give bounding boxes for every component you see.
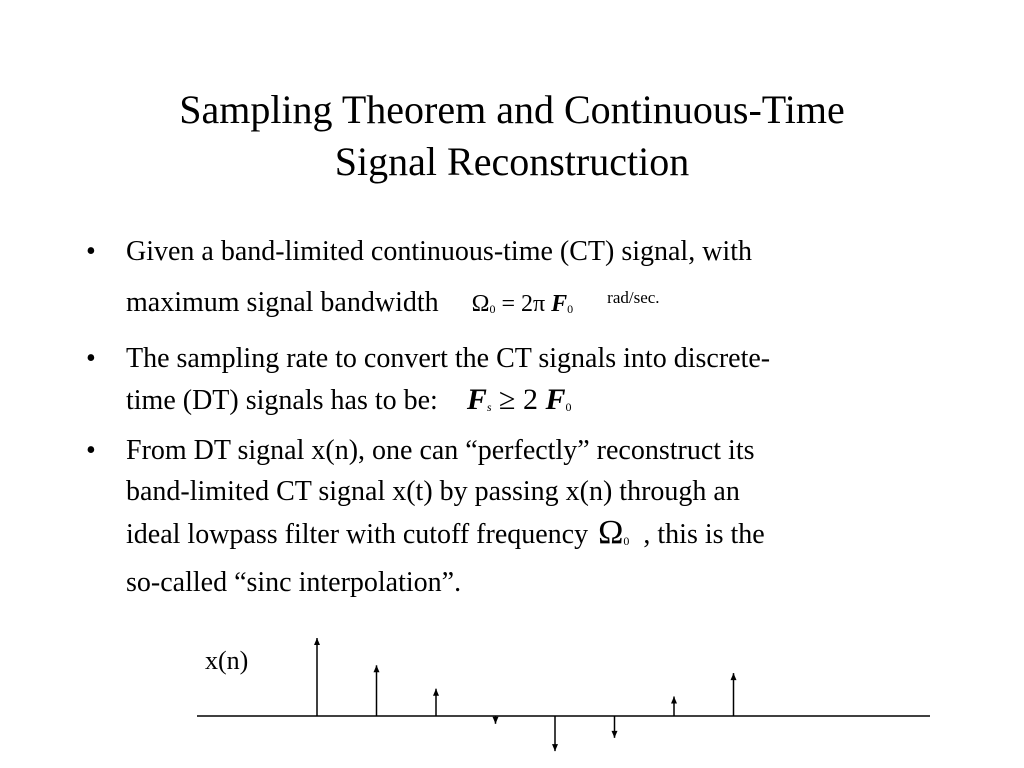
title-line-1: Sampling Theorem and Continuous-Time <box>179 87 845 132</box>
bullet-1-text: maximum signal bandwidth <box>126 287 439 318</box>
bullet-3-line-3: ideal lowpass filter with cutoff frequen… <box>126 512 926 562</box>
bullet-dot: • <box>86 236 96 267</box>
omega-symbol: Ω <box>471 291 490 317</box>
signal-arrowhead <box>552 744 558 752</box>
bullet-item-bandwidth: • Given a band-limited continuous-time (… <box>86 229 926 332</box>
frequency-variable: F <box>551 291 568 317</box>
signal-arrowhead <box>433 688 439 696</box>
signal-arrowhead <box>611 730 618 738</box>
omega-subscript: 0 <box>489 302 496 316</box>
bullet-1-line-2: maximum signal bandwidth Ω0 = 2π F0 rad/… <box>126 275 926 332</box>
bullet-2-line-1: The sampling rate to convert the CT sign… <box>126 343 771 374</box>
signal-arrowhead <box>373 665 380 673</box>
bullet-3-text-tail: , this is the <box>643 519 765 550</box>
signal-arrowhead <box>492 716 499 724</box>
equation-operator: ≥ 2 <box>499 383 538 416</box>
bullet-3-line-4: so-called “sinc interpolation”. <box>126 567 462 598</box>
equation-operator: = 2π <box>501 291 546 317</box>
frequency-subscript: 0 <box>567 302 574 316</box>
signal-label: x(n) <box>205 646 249 675</box>
title-line-2: Signal Reconstruction <box>334 139 690 184</box>
cutoff-symbol: Ω0 <box>598 512 629 562</box>
slide-title: Sampling Theorem and Continuous-Time Sig… <box>0 84 1024 188</box>
signal-stems <box>314 638 737 752</box>
bullet-dot: • <box>86 435 96 466</box>
frequency-subscript: 0 <box>565 400 572 414</box>
signal-arrowhead <box>671 696 677 704</box>
sampling-frequency-variable: F <box>466 383 487 416</box>
bullet-3-text: ideal lowpass filter with cutoff frequen… <box>126 519 589 550</box>
bullet-3-line-2: band-limited CT signal x(t) by passing x… <box>126 476 740 507</box>
signal-arrowhead <box>730 673 737 681</box>
bullet-2-line-2: time (DT) signals has to be: Fs ≥ 2 F0 <box>126 379 926 428</box>
signal-arrowhead <box>314 638 320 645</box>
bullet-3-line-1: From DT signal x(n), one can “perfectly”… <box>126 435 755 466</box>
unit-label: rad/sec. <box>607 288 660 307</box>
bullet-dot: • <box>86 343 96 374</box>
bullet-1-line-1: Given a band-limited continuous-time (CT… <box>126 236 752 267</box>
sampling-subscript: s <box>486 400 492 414</box>
nyquist-equation: Fs ≥ 2 F0 <box>467 379 572 428</box>
omega-subscript: 0 <box>623 534 630 548</box>
bullet-item-sampling-rate: • The sampling rate to convert the CT si… <box>86 338 926 428</box>
bullet-list: • Given a band-limited continuous-time (… <box>86 229 926 603</box>
bullet-item-reconstruction: • From DT signal x(n), one can “perfectl… <box>86 430 926 603</box>
frequency-variable: F <box>545 383 566 416</box>
bullet-2-text: time (DT) signals has to be: <box>126 385 438 416</box>
bandwidth-equation: Ω0 = 2π F0 rad/sec. <box>472 275 660 332</box>
omega-symbol: Ω <box>598 514 624 551</box>
